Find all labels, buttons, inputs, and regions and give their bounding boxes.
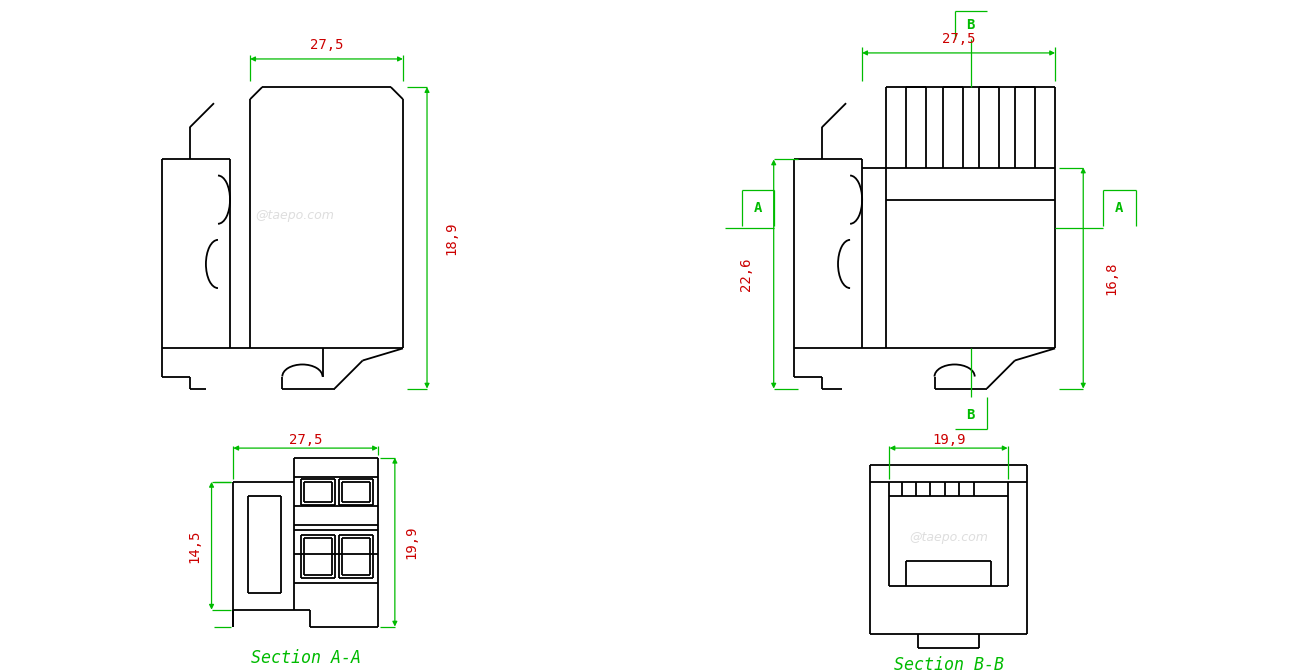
- Text: 19,9: 19,9: [405, 525, 419, 559]
- Text: 22,6: 22,6: [739, 257, 752, 291]
- Text: Section B-B: Section B-B: [894, 656, 1004, 670]
- Text: B: B: [966, 18, 975, 31]
- Text: 14,5: 14,5: [187, 529, 201, 563]
- Text: 16,8: 16,8: [1104, 261, 1118, 295]
- Text: 27,5: 27,5: [942, 32, 975, 46]
- Text: B: B: [966, 408, 975, 421]
- Text: 19,9: 19,9: [931, 433, 965, 447]
- Text: 27,5: 27,5: [289, 433, 322, 447]
- Text: A: A: [1116, 201, 1124, 214]
- Text: A: A: [753, 201, 762, 214]
- Text: @taepo.com: @taepo.com: [255, 209, 334, 222]
- Text: 18,9: 18,9: [444, 221, 458, 255]
- Text: 27,5: 27,5: [310, 38, 343, 52]
- Text: @taepo.com: @taepo.com: [909, 531, 988, 544]
- Text: Section A-A: Section A-A: [250, 649, 361, 667]
